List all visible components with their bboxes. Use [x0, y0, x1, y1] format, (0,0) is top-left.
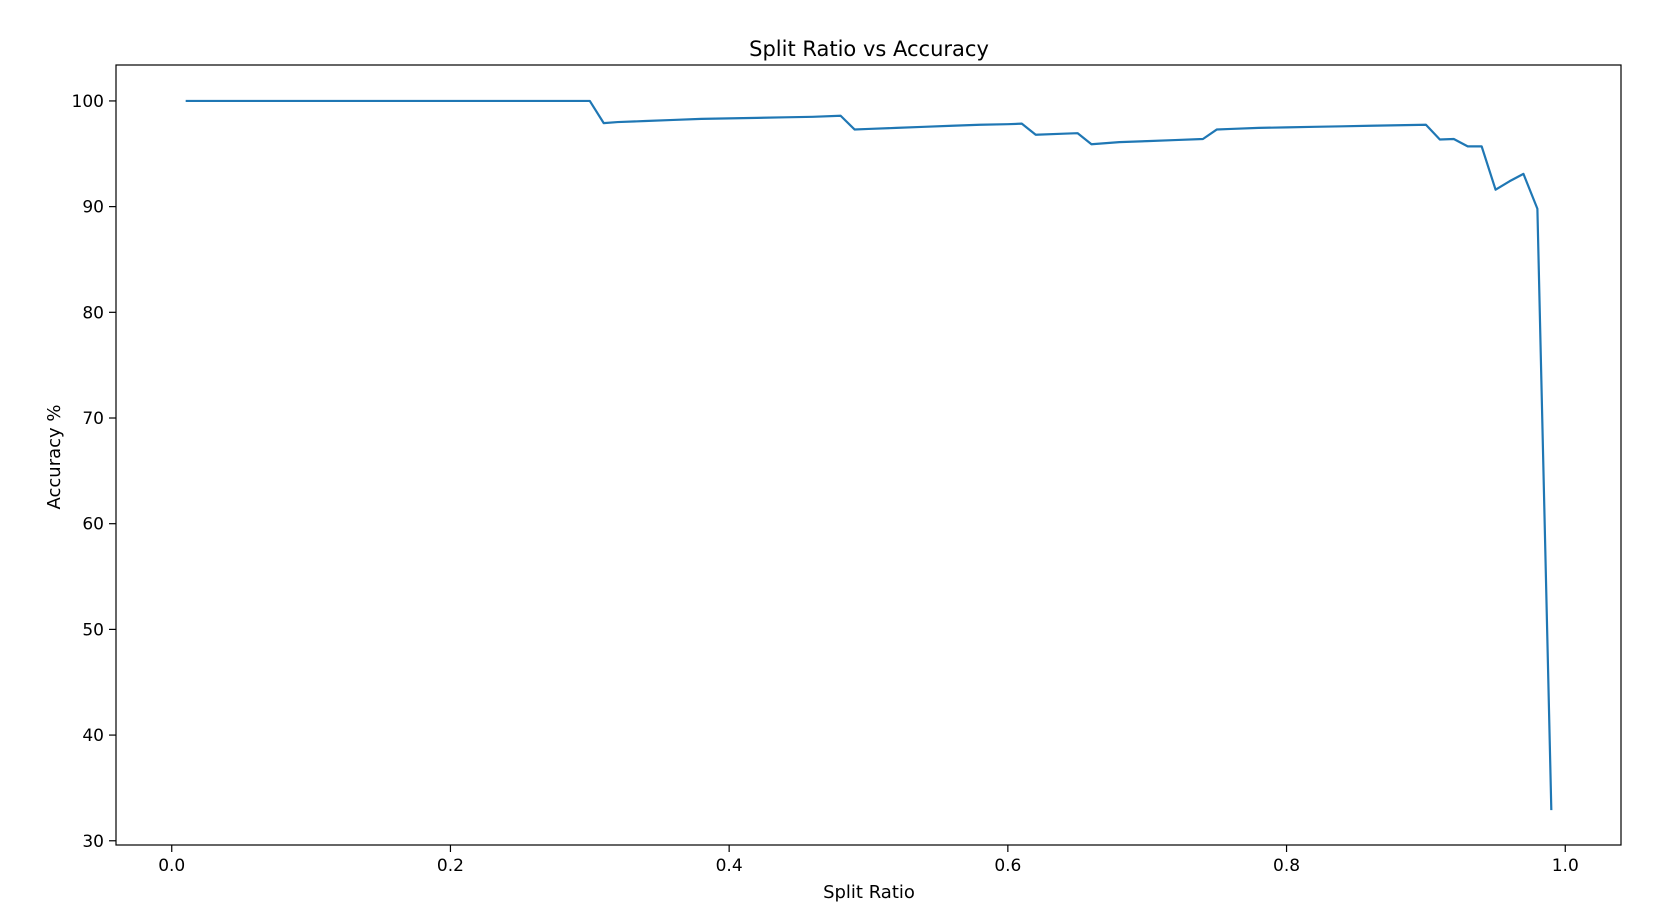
y-axis-label: Accuracy %	[44, 404, 65, 509]
series-line-0	[185, 99, 1553, 811]
y-tick-label: 50	[82, 620, 104, 640]
y-tick-label: 80	[82, 303, 104, 323]
x-tick-label: 0.4	[716, 856, 743, 876]
x-tick-label: 1.0	[1552, 856, 1579, 876]
y-tick-label: 100	[72, 92, 104, 112]
chart-title: Split Ratio vs Accuracy	[749, 37, 989, 61]
plot-frame	[115, 64, 1622, 846]
y-tick-label: 90	[82, 198, 104, 218]
x-axis-label: Split Ratio	[823, 882, 915, 903]
axis-ticks: 0.0 0.2 0.4 0.6 0.8 1.0 30 40 50 60 70 80 90 100	[72, 92, 1579, 876]
x-tick-label: 0.8	[1273, 856, 1300, 876]
y-tick-label: 40	[82, 726, 104, 746]
y-tick-label: 60	[82, 515, 104, 535]
x-tick-label: 0.2	[437, 856, 464, 876]
x-tick-label: 0.6	[994, 856, 1021, 876]
y-tick-label: 70	[82, 409, 104, 429]
series-layer	[185, 99, 1553, 811]
y-tick-label: 30	[82, 832, 104, 852]
x-tick-label: 0.0	[158, 856, 185, 876]
